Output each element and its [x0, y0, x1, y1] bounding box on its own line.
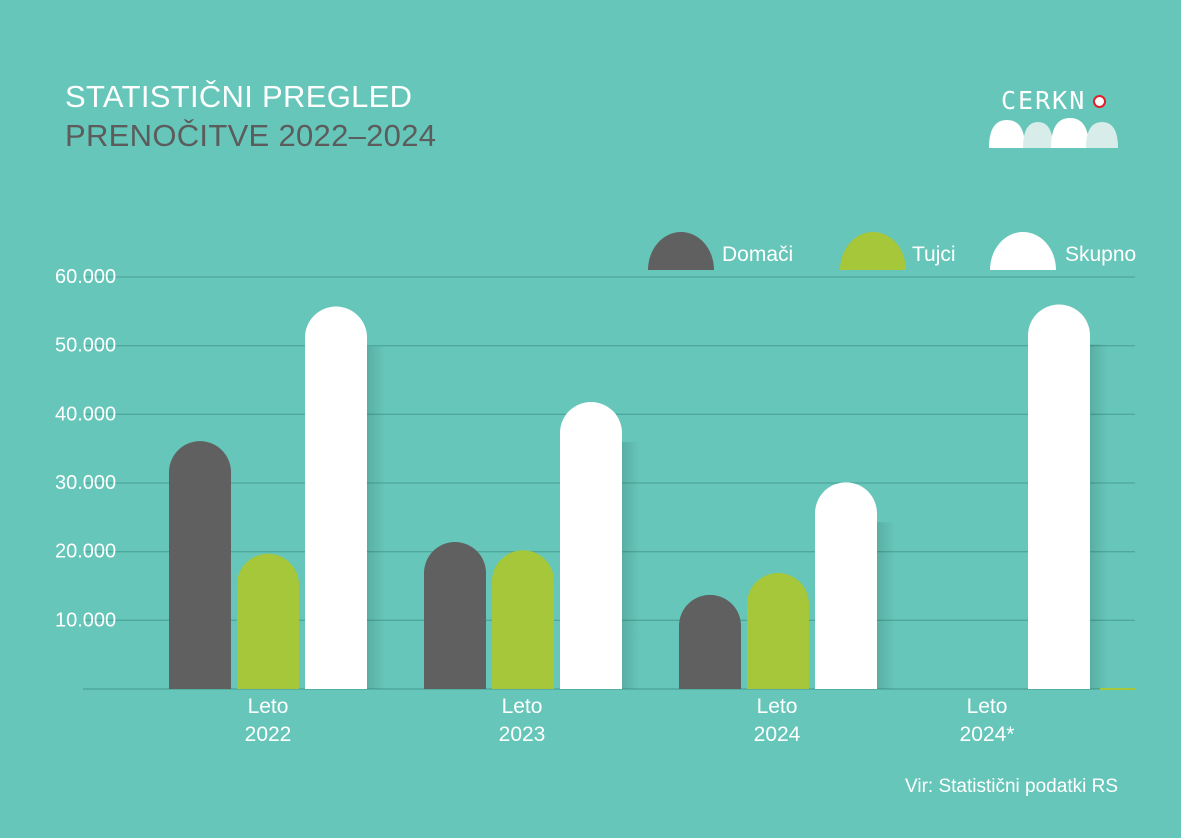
legend-tujci-label: Tujci — [912, 243, 956, 266]
legend-skupno-swatch — [990, 232, 1056, 270]
bars — [169, 304, 1135, 690]
bar-shadow — [622, 441, 640, 689]
chart-title: STATISTIČNI PREGLED — [65, 79, 413, 114]
logo-red-o-icon — [1093, 95, 1106, 108]
bar-tujci-0 — [237, 553, 299, 689]
x-category-label: 2024* — [960, 723, 1015, 746]
logo-hills-icon — [989, 118, 1118, 148]
legend-tujci-swatch — [840, 232, 906, 270]
bar-shadow — [367, 346, 385, 689]
legend-skupno-label: Skupno — [1065, 243, 1136, 266]
y-tick-label: 30.000 — [55, 472, 116, 494]
y-tick-label: 10.000 — [55, 609, 116, 631]
bar-skupno-1 — [560, 401, 622, 689]
chart-subtitle: PRENOČITVE 2022–2024 — [65, 118, 437, 153]
legend-doma-i-swatch — [648, 232, 714, 270]
axis-labels: 10.000 20.000 30.000 40.000 50.000 60.000 Leto… — [55, 266, 1014, 746]
legend-doma-i-label: Domači — [722, 243, 793, 266]
bar-doma-i-1 — [424, 542, 486, 689]
bar-shadow — [1090, 344, 1108, 689]
bar-tujci-1 — [492, 550, 554, 689]
x-category-label: 2022 — [245, 723, 292, 746]
x-category-label: Leto — [967, 695, 1008, 718]
y-tick-label: 40.000 — [55, 403, 116, 425]
y-tick-label: 50.000 — [55, 335, 116, 357]
bar-skupno-2 — [815, 482, 877, 689]
bar-doma-i-0 — [169, 441, 231, 689]
x-category-label: Leto — [757, 695, 798, 718]
bar-shadow — [877, 522, 895, 689]
bar-doma-i-2 — [679, 594, 741, 689]
logo-text: CERKN — [1001, 86, 1087, 115]
source-note: Vir: Statistični podatki RS — [905, 776, 1118, 797]
y-tick-label: 20.000 — [55, 541, 116, 563]
cerkno-logo: CERKN — [985, 82, 1125, 152]
y-tick-label: 60.000 — [55, 266, 116, 288]
legend: Domači Tujci Skupno — [648, 232, 1136, 270]
bar-tujci-2 — [747, 572, 809, 689]
x-category-label: 2023 — [499, 723, 546, 746]
x-category-label: Leto — [248, 695, 289, 718]
x-category-label: Leto — [502, 695, 543, 718]
x-category-label: 2024 — [754, 723, 801, 746]
bar-skupno-0 — [305, 306, 367, 689]
bar-skupno-3 — [1028, 304, 1090, 689]
